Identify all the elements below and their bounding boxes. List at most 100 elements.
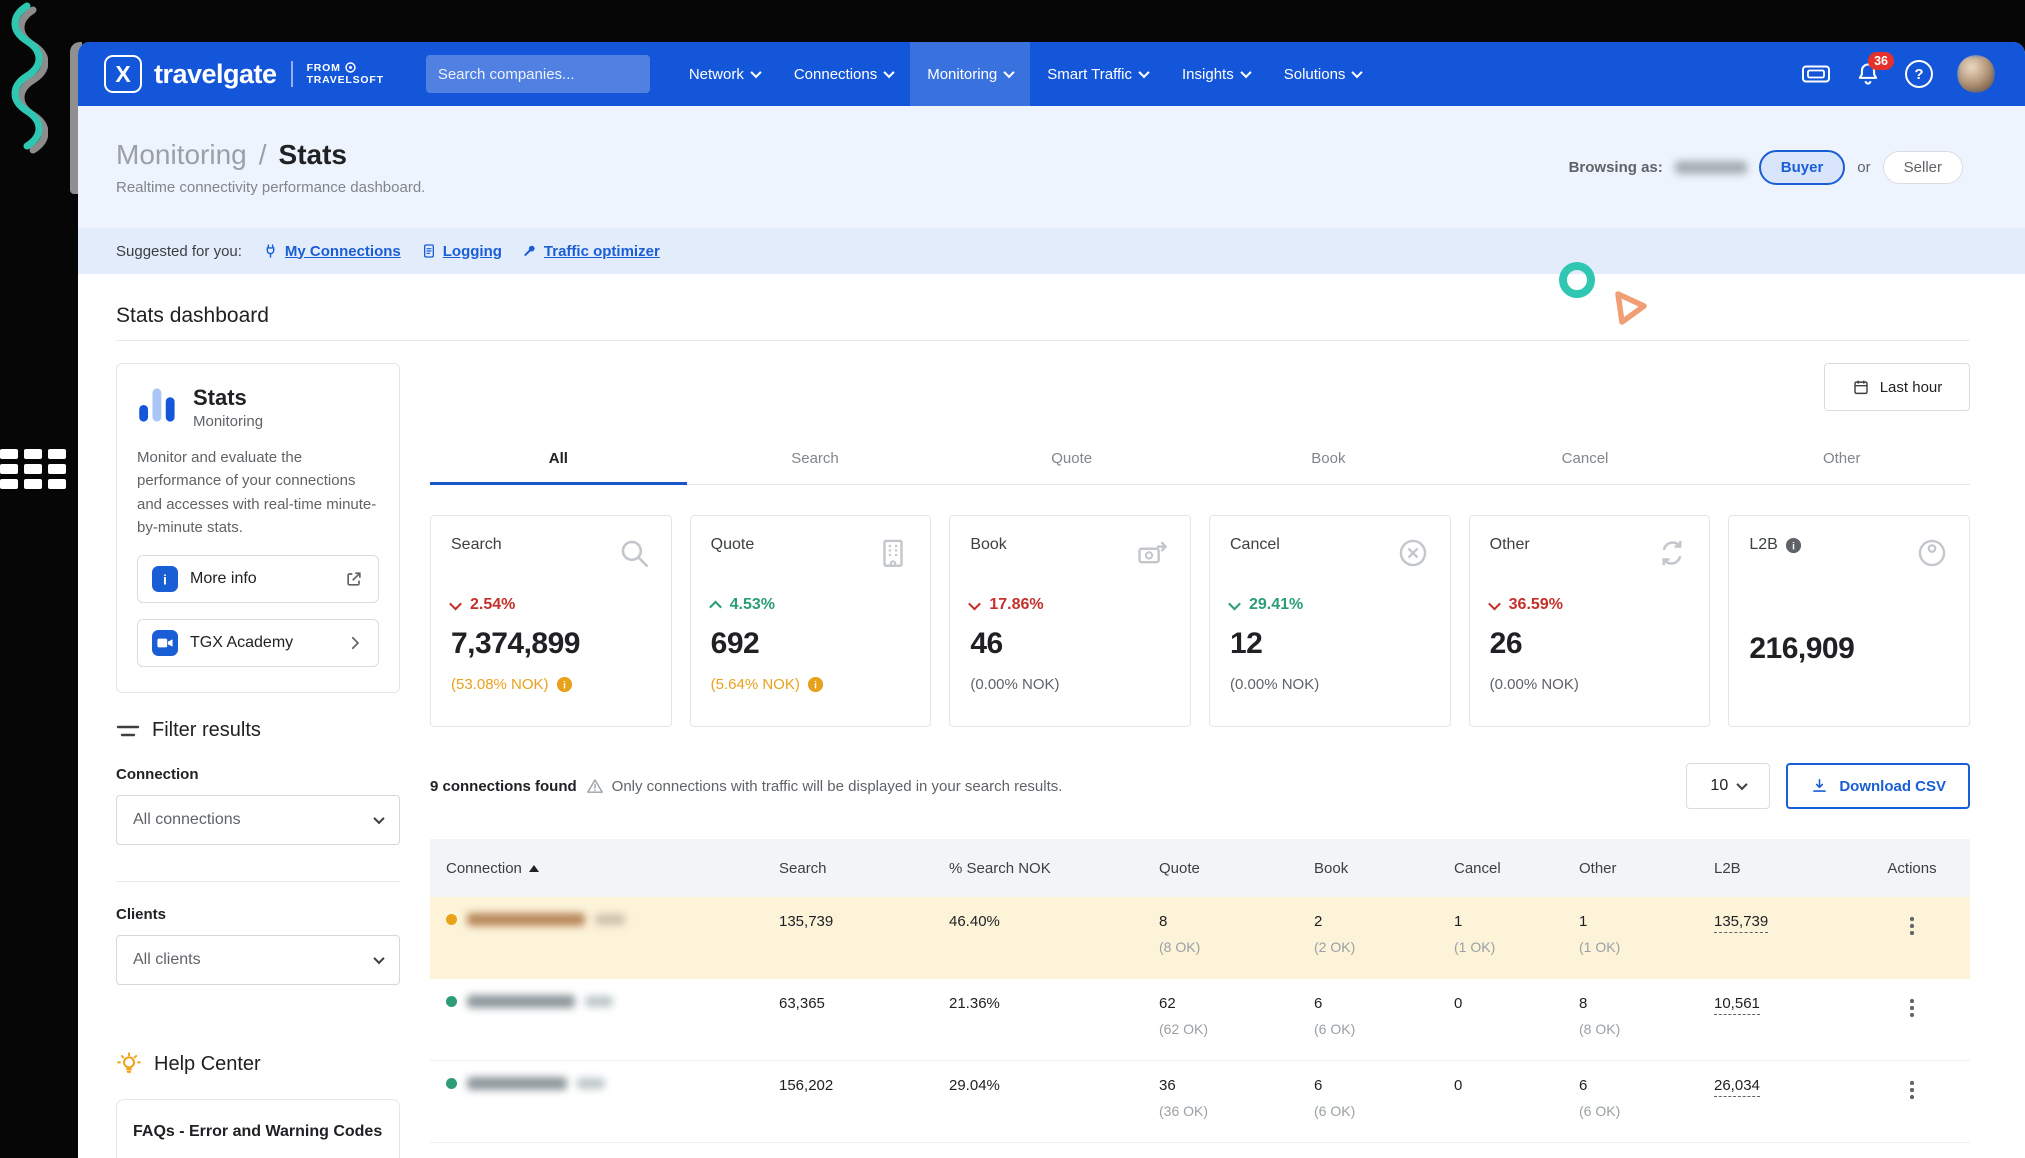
logo-x-letter: X bbox=[115, 60, 131, 87]
travelgate-wordmark[interactable]: travelgate bbox=[154, 58, 277, 89]
table-header: Connection Search % Search NOK Quote Boo… bbox=[430, 839, 1970, 897]
stat-value: 216,909 bbox=[1749, 632, 1855, 665]
quote-cell: 62 (62 OK) bbox=[1159, 995, 1209, 1037]
info-circle-icon[interactable]: i bbox=[807, 676, 824, 693]
nok-percentage: (0.00% NOK) bbox=[1230, 676, 1320, 693]
tab-book[interactable]: Book bbox=[1311, 450, 1346, 467]
row-actions-menu[interactable] bbox=[1906, 995, 1918, 1021]
l2b-cell: 26,034 bbox=[1714, 1077, 1854, 1097]
search-input[interactable] bbox=[425, 55, 650, 93]
ticket-icon[interactable] bbox=[1801, 62, 1831, 86]
refresh-icon bbox=[1662, 540, 1682, 566]
stat-card-quote: Quote 4.53% 692 (5.64% NOK) i bbox=[689, 515, 932, 727]
connection-filter-select[interactable]: All connections bbox=[116, 795, 400, 845]
col-book[interactable]: Book bbox=[1314, 859, 1349, 877]
cancel-cell: 0 bbox=[1454, 1077, 1463, 1094]
search-icon bbox=[621, 540, 648, 568]
tab-all[interactable]: All bbox=[430, 437, 687, 485]
col-search-nok[interactable]: % Search NOK bbox=[949, 859, 1051, 877]
table-row[interactable]: 63,365 21.36% 62 (62 OK) 6 (6 OK) 0 8 (8 OK… bbox=[430, 979, 1970, 1061]
row-actions-menu[interactable] bbox=[1906, 913, 1918, 939]
travelsoft-mark: FROM TRAVELSOFT bbox=[306, 61, 384, 87]
chevron-right-icon bbox=[351, 637, 360, 650]
info-circle-icon[interactable]: i bbox=[556, 676, 573, 693]
col-actions: Actions bbox=[1887, 859, 1937, 877]
stat-value: 692 bbox=[710, 627, 760, 660]
connection-code-redacted bbox=[577, 1078, 605, 1089]
suggested-bar: Suggested for you: My Connections Loggin… bbox=[78, 228, 2025, 274]
results-summary-row: 9 connections found Only connections wit… bbox=[430, 763, 1970, 809]
chevron-down-icon bbox=[1138, 66, 1150, 79]
breadcrumb: Monitoring / Stats bbox=[116, 139, 425, 171]
chevron-down-icon bbox=[1240, 66, 1252, 79]
col-l2b[interactable]: L2B bbox=[1714, 859, 1741, 877]
white-dash-decoration bbox=[0, 449, 66, 489]
tab-search[interactable]: Search bbox=[791, 450, 839, 467]
l2b-link[interactable]: 135,739 bbox=[1714, 913, 1769, 933]
chevron-down-icon bbox=[1351, 66, 1364, 79]
other-cell: 1 (1 OK) bbox=[1579, 913, 1621, 955]
breadcrumb-section[interactable]: Monitoring bbox=[116, 138, 247, 170]
download-csv-button[interactable]: Download CSV bbox=[1786, 763, 1970, 809]
col-quote[interactable]: Quote bbox=[1159, 859, 1200, 877]
nav-item-insights[interactable]: Insights bbox=[1165, 42, 1267, 106]
browsing-as-controls: Browsing as: Buyer or Seller bbox=[1569, 149, 1963, 185]
svg-text:i: i bbox=[814, 680, 817, 691]
link-my-connections[interactable]: My Connections bbox=[262, 243, 401, 260]
chevron-down-icon bbox=[1003, 66, 1015, 79]
tab-quote[interactable]: Quote bbox=[1051, 450, 1093, 467]
time-range-button[interactable]: Last hour bbox=[1824, 363, 1970, 411]
l2b-link[interactable]: 26,034 bbox=[1714, 1077, 1760, 1097]
nav-item-solutions[interactable]: Solutions bbox=[1267, 42, 1379, 106]
svg-text:i: i bbox=[563, 680, 566, 691]
coral-triangle-decoration bbox=[1615, 291, 1647, 325]
table-row[interactable]: 156,202 29.04% 36 (36 OK) 6 (6 OK) 0 6 (6 O… bbox=[430, 1061, 1970, 1143]
lightbulb-icon bbox=[117, 1052, 141, 1073]
clients-filter-select[interactable]: All clients bbox=[116, 935, 400, 985]
table-row[interactable]: 135,739 46.40% 8 (8 OK) 2 (2 OK) 1 (1 OK) 1… bbox=[430, 897, 1970, 979]
info-circle-dark-icon[interactable]: i bbox=[1785, 537, 1802, 554]
stats-card-description: Monitor and evaluate the performance of … bbox=[137, 449, 377, 536]
connection-code-redacted bbox=[595, 914, 625, 925]
tab-other[interactable]: Other bbox=[1822, 450, 1861, 467]
tab-cancel[interactable]: Cancel bbox=[1561, 450, 1609, 467]
nav-item-smart-traffic[interactable]: Smart Traffic bbox=[1030, 42, 1165, 106]
notifications-button[interactable]: 36 bbox=[1855, 52, 1894, 87]
calendar-icon bbox=[1854, 380, 1868, 395]
link-logging[interactable]: Logging bbox=[421, 243, 502, 260]
nav-item-connections[interactable]: Connections bbox=[777, 42, 910, 106]
sidebar-divider bbox=[116, 881, 400, 882]
trend-indicator: 36.59% bbox=[1487, 596, 1690, 614]
connection-name-redacted bbox=[467, 995, 575, 1008]
faq-link-card[interactable]: FAQs - Error and Warning Codes bbox=[116, 1099, 400, 1158]
row-actions-menu[interactable] bbox=[1906, 1077, 1918, 1103]
nav-item-network[interactable]: Network bbox=[672, 42, 777, 106]
from-label: FROM bbox=[306, 61, 341, 74]
wrench-icon bbox=[524, 245, 535, 256]
col-search[interactable]: Search bbox=[779, 859, 827, 877]
user-avatar[interactable] bbox=[1957, 55, 1995, 93]
quote-cell: 36 (36 OK) bbox=[1159, 1077, 1209, 1119]
seller-toggle-button[interactable]: Seller bbox=[1882, 150, 1963, 184]
teal-ring-decoration bbox=[1559, 262, 1595, 298]
more-info-button[interactable]: i More info bbox=[137, 555, 379, 604]
col-connection[interactable]: Connection bbox=[446, 860, 779, 877]
nok-percentage: (0.00% NOK) bbox=[1489, 676, 1579, 693]
stat-card-cancel: Cancel 29.41% 12 (0.00% NOK) bbox=[1209, 515, 1451, 727]
nav-item-monitoring[interactable]: Monitoring bbox=[910, 42, 1031, 106]
stats-card-subtitle: Monitoring bbox=[193, 413, 264, 431]
col-other[interactable]: Other bbox=[1579, 859, 1617, 877]
status-dot bbox=[446, 914, 457, 925]
tgx-academy-button[interactable]: TGX Academy bbox=[137, 619, 379, 668]
help-button[interactable]: ? bbox=[1905, 60, 1933, 88]
col-cancel[interactable]: Cancel bbox=[1454, 859, 1501, 877]
trend-down-icon bbox=[1228, 597, 1241, 610]
l2b-link[interactable]: 10,561 bbox=[1714, 995, 1760, 1015]
buyer-toggle-button[interactable]: Buyer bbox=[1758, 149, 1846, 185]
travelgate-x-logo[interactable]: X bbox=[104, 55, 142, 93]
stats-card-title: Stats bbox=[193, 385, 247, 410]
link-traffic-optimizer[interactable]: Traffic optimizer bbox=[522, 243, 660, 260]
plug-icon bbox=[266, 243, 275, 258]
stats-info-card: Stats Monitoring Monitor and evaluate th… bbox=[116, 363, 400, 693]
page-size-select[interactable]: 10 bbox=[1686, 763, 1771, 809]
